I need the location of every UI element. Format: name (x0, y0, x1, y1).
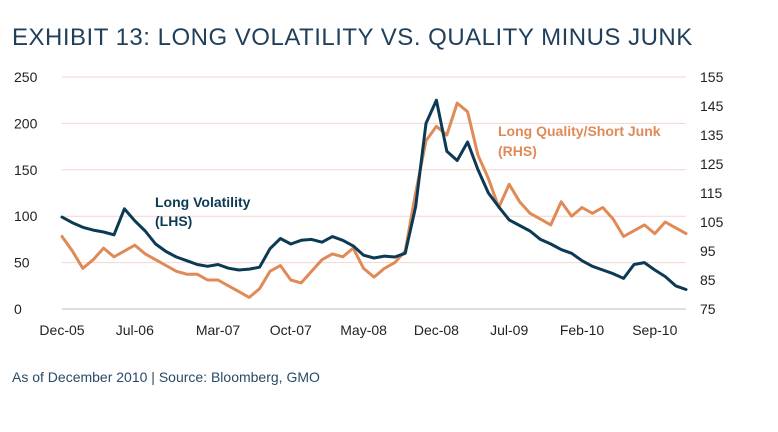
gridlines (62, 76, 686, 310)
x-tick-Jul-06: Jul-06 (116, 322, 154, 338)
y-right-tick-75: 75 (700, 301, 716, 317)
long-volatility-label: Long Volatility (LHS) (155, 194, 254, 229)
x-axis-tick-labels: Dec-05 Jul-06 Mar-07 Oct-07 May-08 Dec-08 Jul-… (39, 322, 677, 338)
long-volatility-label-line2: (LHS) (155, 213, 192, 229)
long-quality-line (60, 101, 688, 299)
y-left-tick-200: 200 (14, 115, 38, 131)
y-right-tick-115: 115 (700, 185, 723, 201)
x-tick-May-08: May-08 (340, 322, 387, 338)
y-right-tick-135: 135 (700, 127, 724, 143)
x-tick-Mar-07: Mar-07 (196, 322, 241, 338)
y-left-tick-50: 50 (14, 255, 30, 271)
y-right-tick-125: 125 (700, 156, 724, 172)
footnote: As of December 2010 | Source: Bloomberg,… (12, 369, 320, 385)
x-tick-Feb-10: Feb-10 (560, 322, 605, 338)
y-right-tick-85: 85 (700, 272, 716, 288)
series-lines (60, 98, 688, 299)
long-quality-label: Long Quality/Short Junk (RHS) (498, 123, 664, 159)
x-tick-Dec-05: Dec-05 (39, 322, 84, 338)
long-volatility-label-line1: Long Volatility (155, 194, 251, 210)
y-right-tick-105: 105 (700, 214, 724, 230)
chart-title: EXHIBIT 13: LONG VOLATILITY VS. QUALITY … (12, 24, 693, 51)
y-left-tick-100: 100 (14, 208, 38, 224)
long-volatility-line (60, 98, 688, 291)
x-tick-Dec-08: Dec-08 (414, 322, 459, 338)
long-quality-label-line2: (RHS) (498, 143, 537, 159)
y-left-tick-150: 150 (14, 162, 38, 178)
long-quality-label-line1: Long Quality/Short Junk (498, 123, 661, 139)
right-axis-tick-labels: 75 85 95 105 115 125 135 145 155 (700, 69, 724, 317)
y-right-tick-155: 155 (700, 69, 724, 85)
y-left-tick-0: 0 (14, 301, 22, 317)
y-right-tick-145: 145 (700, 98, 724, 114)
x-tick-Oct-07: Oct-07 (270, 322, 312, 338)
left-axis-tick-labels: 0 50 100 150 200 250 (14, 69, 38, 317)
x-tick-Jul-09: Jul-09 (490, 322, 528, 338)
y-left-tick-250: 250 (14, 69, 38, 85)
y-right-tick-95: 95 (700, 243, 716, 259)
x-tick-Sep-10: Sep-10 (632, 322, 677, 338)
